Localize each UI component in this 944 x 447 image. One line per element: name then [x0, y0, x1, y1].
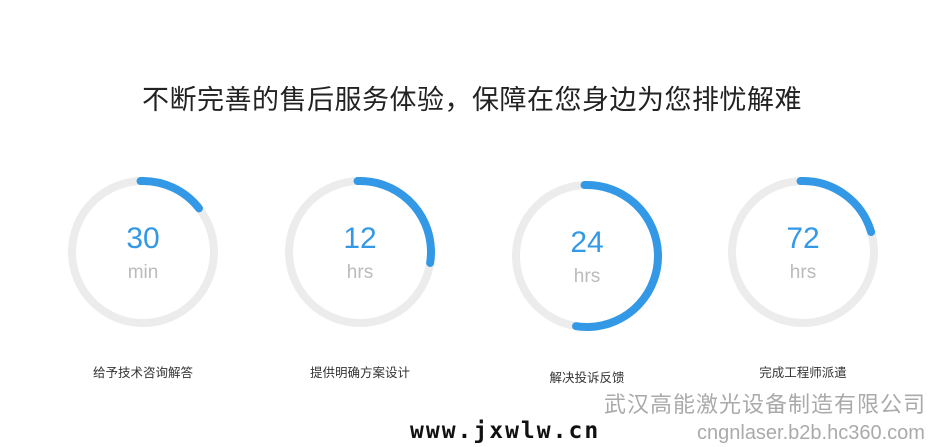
stat-label: 完成工程师派遣	[759, 365, 847, 380]
progress-ring	[512, 180, 662, 331]
watermark-url: cngnlaser.b2b.hc360.com	[697, 422, 925, 444]
stat-label: 给予技术咨询解答	[92, 365, 193, 380]
stat-ring-2: 12 hrs	[280, 172, 440, 332]
stat-value: 72	[786, 222, 820, 255]
stat-unit: hrs	[789, 262, 817, 283]
ring-progress-arc	[285, 176, 435, 327]
stat-unit: hrs	[573, 266, 601, 287]
ring-progress-arc	[512, 180, 662, 331]
stat-ring-1: 30 min	[63, 172, 223, 332]
progress-ring	[728, 176, 878, 327]
stat-label: 提供明确方案设计	[309, 365, 410, 380]
progress-ring	[67, 176, 218, 327]
stat-value: 30	[126, 222, 160, 255]
ring-progress-arc	[728, 176, 878, 327]
stat-unit: min	[127, 262, 159, 283]
stat-unit: hrs	[346, 262, 374, 283]
page-title: 不断完善的售后服务体验，保障在您身边为您排忧解难	[142, 85, 802, 116]
ring-progress-arc	[67, 176, 218, 327]
stat-value: 12	[343, 222, 377, 255]
stat-label: 解决投诉反馈	[549, 370, 625, 385]
stat-ring-4: 72 hrs	[723, 172, 883, 332]
stat-value: 24	[570, 226, 604, 259]
watermark-company: 武汉高能激光设备制造有限公司	[604, 393, 927, 418]
stat-ring-3: 24 hrs	[507, 176, 667, 336]
progress-ring	[285, 176, 435, 327]
watermark-site: www.jxwlw.cn	[410, 418, 601, 444]
